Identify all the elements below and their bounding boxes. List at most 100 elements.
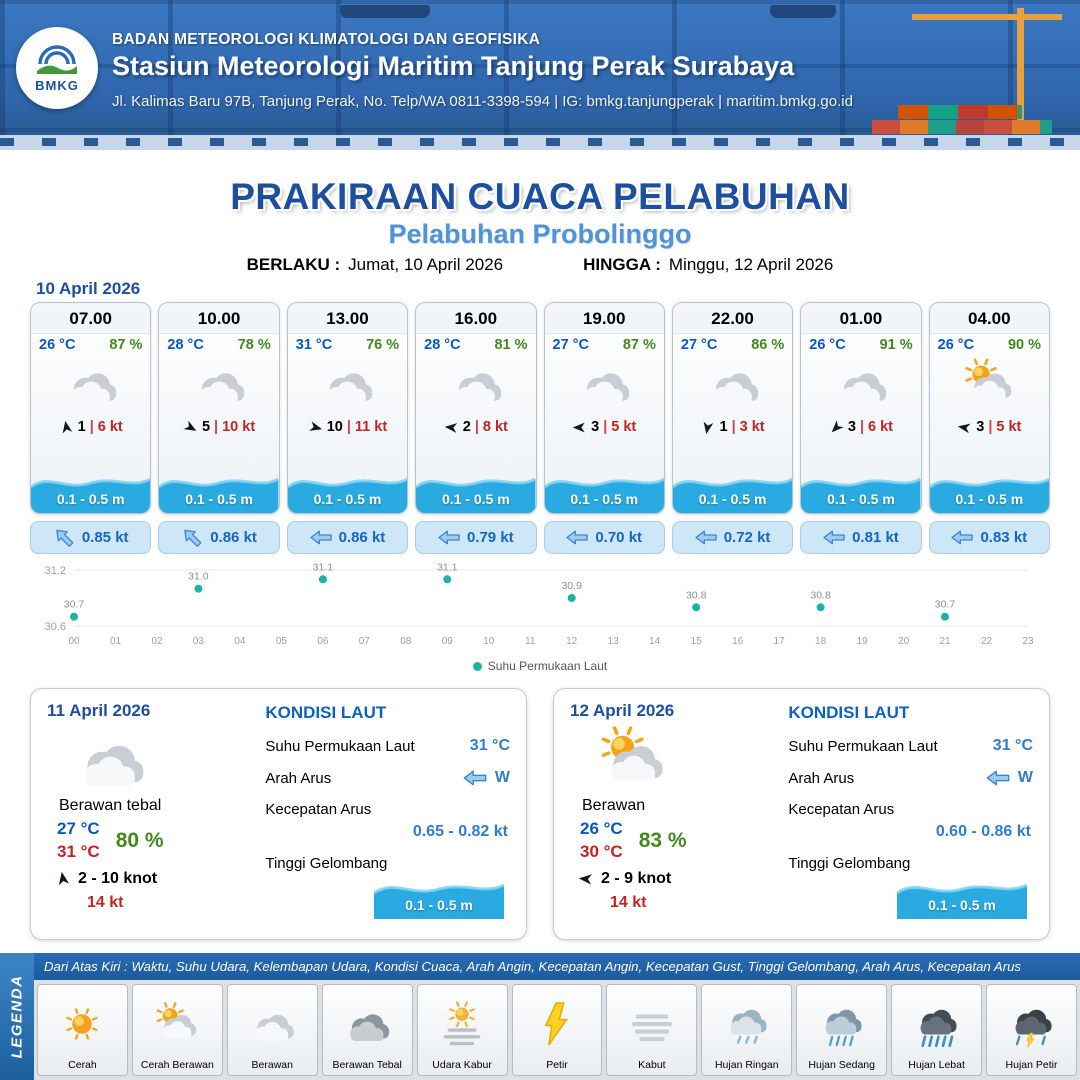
daily-temps: 27 °C 31 °C 80 % xyxy=(57,819,255,862)
legend-item: Hujan Ringan xyxy=(701,984,793,1076)
wind-direction-icon xyxy=(572,420,587,435)
x-tick-label: 05 xyxy=(276,636,288,647)
legend-side-label: LEGENDA xyxy=(8,974,26,1059)
daily-temp-max: 30 °C xyxy=(580,842,623,861)
wave-height-row: Tinggi Gelombang xyxy=(265,855,510,872)
x-tick-label: 13 xyxy=(608,636,620,647)
weather-icon xyxy=(416,353,535,415)
forecast-temps: 26 °C 87 % xyxy=(31,334,150,353)
legend-item-label: Petir xyxy=(546,1058,568,1071)
wind-row: 1 | 3 kt xyxy=(673,415,792,439)
wind-value: 2 xyxy=(462,419,471,435)
x-tick-label: 16 xyxy=(732,636,744,647)
air-temp-value: 26 °C xyxy=(937,337,975,353)
wave-height-value: 0.1 - 0.5 m xyxy=(313,491,382,507)
sst-label: Suhu Permukaan Laut xyxy=(788,737,938,755)
wave-icon xyxy=(801,477,921,513)
forecast-card: 07.00 26 °C 87 % 1 | 6 kt 0.1 - 0.5 m xyxy=(30,302,152,554)
current-speed-box: 0.81 kt xyxy=(800,521,922,554)
current-speed-value: 0.86 kt xyxy=(210,529,257,546)
sea-conditions: KONDISI LAUT Suhu Permukaan Laut 31 °C A… xyxy=(778,701,1033,927)
point-value-label: 31.0 xyxy=(188,571,209,583)
weather-icon xyxy=(31,353,150,415)
forecast-time: 07.00 xyxy=(31,303,151,334)
kabut-icon xyxy=(631,1014,672,1042)
wind-value: 3 xyxy=(591,419,600,435)
forecast-card-body: 16.00 28 °C 81 % 2 | 8 kt 0.1 - 0.5 m xyxy=(415,302,537,514)
forecast-temps: 28 °C 78 % xyxy=(159,334,278,353)
current-speed-box: 0.86 kt xyxy=(286,521,409,554)
point-value-label: 31.1 xyxy=(313,561,334,573)
sst-row: Suhu Permukaan Laut 31 °C xyxy=(265,737,510,755)
x-tick-label: 18 xyxy=(815,636,827,647)
separator: | xyxy=(474,419,479,435)
org-name: BADAN METEOROLOGI KLIMATOLOGI DAN GEOFIS… xyxy=(112,31,541,48)
forecast-temps: 26 °C 91 % xyxy=(801,334,920,353)
berawan-icon xyxy=(256,1014,294,1041)
legend-item-label: Hujan Petir xyxy=(1005,1058,1058,1071)
current-direction-icon xyxy=(986,770,1010,786)
wind-speed-value: 11 kt xyxy=(354,419,388,435)
daily-cards-row: 11 April 2026 Berawan tebal 27 °C 31 °C … xyxy=(30,688,1050,940)
forecast-temps: 27 °C 86 % xyxy=(673,334,792,353)
hujan-sedang-icon xyxy=(825,1009,862,1047)
current-speed-box: 0.70 kt xyxy=(543,521,665,554)
separator: | xyxy=(603,419,608,435)
validity-row: BERLAKU : Jumat, 10 April 2026 HINGGA : … xyxy=(0,255,1080,275)
wave-height-value: 0.1 - 0.5 m xyxy=(955,491,1024,507)
legend-weather-icon xyxy=(533,988,581,1060)
wind-value: 10 xyxy=(326,419,343,435)
legend-dot-icon xyxy=(472,661,482,671)
floor-illustration xyxy=(0,135,1080,150)
legend-item: Hujan Sedang xyxy=(796,984,888,1076)
daily-temps: 26 °C 30 °C 83 % xyxy=(580,819,778,862)
air-temp-value: 28 °C xyxy=(424,337,461,353)
berlaku-label: BERLAKU : xyxy=(246,255,341,274)
daily-wave-band: 0.1 - 0.5 m xyxy=(374,867,504,919)
ship-illustration xyxy=(770,5,836,18)
wave-height-value: 0.1 - 0.5 m xyxy=(56,491,125,507)
wind-speed-value: 6 kt xyxy=(868,419,893,435)
weather-icon xyxy=(159,353,278,415)
humidity-value: 87 % xyxy=(622,337,656,353)
separator: | xyxy=(89,419,94,435)
daily-forecast-card: 12 April 2026 Berawan 26 °C 30 °C 83 % 2… xyxy=(553,688,1050,940)
hingga-group: HINGGA : Minggu, 12 April 2026 xyxy=(583,255,833,275)
daily-weather-icon xyxy=(596,723,778,797)
forecast-time: 22.00 xyxy=(672,303,793,334)
weather-icon xyxy=(288,353,407,415)
berawan-icon xyxy=(200,373,245,404)
daily-wave-value: 0.1 - 0.5 m xyxy=(405,897,473,913)
wind-value: 3 xyxy=(847,419,856,435)
wind-row: 1 | 6 kt xyxy=(31,415,150,439)
forecast-card-body: 19.00 27 °C 87 % 3 | 5 kt 0.1 - 0.5 m xyxy=(543,302,665,514)
daily-temp-column: 27 °C 31 °C xyxy=(57,819,100,862)
air-temp-value: 27 °C xyxy=(552,337,589,353)
current-direction-icon xyxy=(51,524,77,550)
y-tick-label: 30.6 xyxy=(45,621,66,633)
wind-speed-value: 5 kt xyxy=(996,419,1022,435)
current-speed-value: 0.83 kt xyxy=(980,529,1028,546)
legend-series-label: Suhu Permukaan Laut xyxy=(487,659,608,673)
wave-icon xyxy=(672,477,793,513)
chart-point xyxy=(70,612,78,621)
current-direction-icon xyxy=(823,530,845,545)
wave-height-band: 0.1 - 0.5 m xyxy=(672,461,793,513)
legend-weather-icon xyxy=(818,988,866,1060)
current-direction-label: Arah Arus xyxy=(265,769,332,787)
wave-height-band: 0.1 - 0.5 m xyxy=(929,461,1049,513)
wind-direction-icon xyxy=(54,870,73,889)
wind-direction-icon xyxy=(306,418,324,436)
current-direction-icon xyxy=(695,530,717,545)
ship-illustration xyxy=(340,5,430,18)
forecast-temps: 27 °C 87 % xyxy=(545,334,664,353)
x-tick-label: 03 xyxy=(193,636,205,647)
forecast-card: 22.00 27 °C 86 % 1 | 3 kt 0.1 - 0.5 m xyxy=(671,302,794,554)
daily-gust-value: 14 kt xyxy=(87,894,124,911)
daily-forecast-card: 11 April 2026 Berawan tebal 27 °C 31 °C … xyxy=(30,688,527,940)
air-temp-value: 28 °C xyxy=(167,337,204,353)
current-speed-row: Kecepatan Arus xyxy=(788,801,1033,818)
forecast-card-body: 13.00 31 °C 76 % 10 | 11 kt 0.1 - 0.5 m xyxy=(286,302,409,514)
daily-humidity: 80 % xyxy=(115,828,164,852)
daily-wind-range: 2 - 9 knot xyxy=(601,870,672,887)
